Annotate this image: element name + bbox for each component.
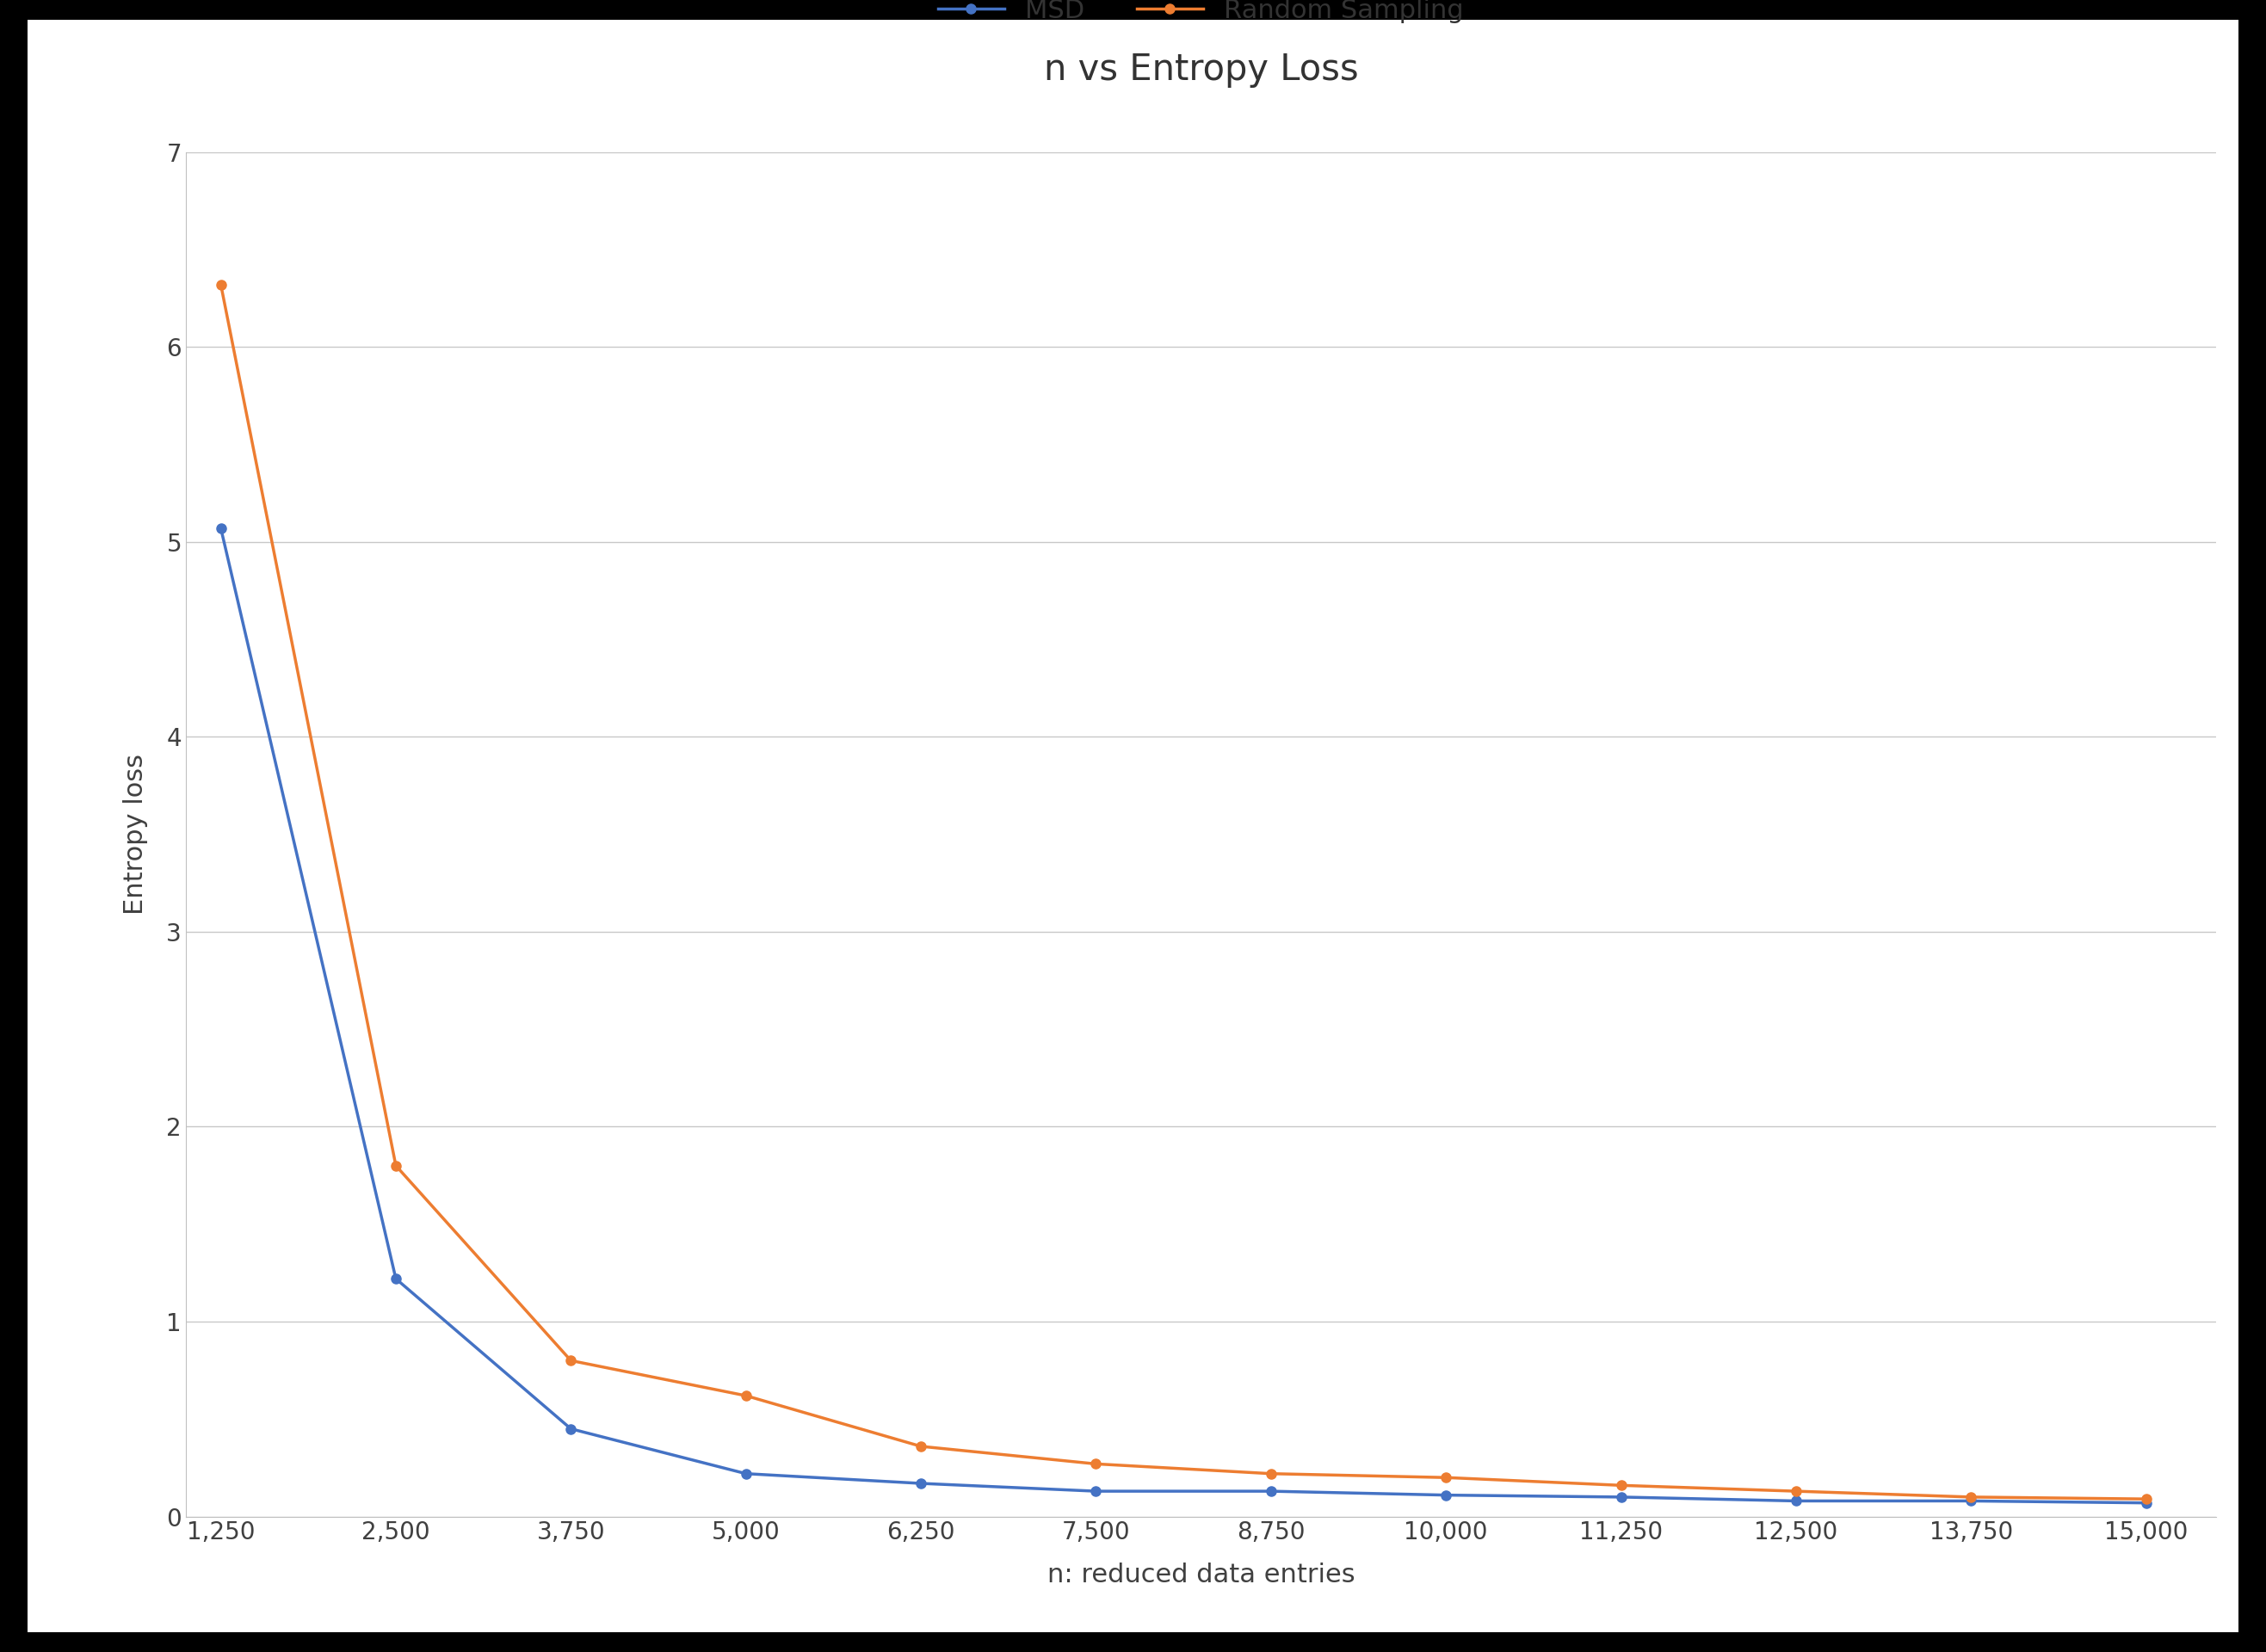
MSD — [1958, 1492, 1985, 1512]
Random Sampling — [557, 1351, 585, 1371]
MSD — [383, 1269, 410, 1289]
Title: n vs Entropy Loss: n vs Entropy Loss — [1045, 51, 1357, 88]
Random Sampling — [383, 1156, 410, 1176]
Random Sampling — [1783, 1482, 1811, 1502]
MSD — [1607, 1487, 1634, 1507]
MSD — [1083, 1482, 1110, 1502]
Line: MSD: MSD — [215, 524, 2150, 1508]
MSD — [906, 1474, 934, 1493]
Random Sampling — [206, 274, 233, 294]
MSD — [1783, 1492, 1811, 1512]
Random Sampling — [732, 1386, 759, 1406]
MSD — [732, 1464, 759, 1483]
Line: Random Sampling: Random Sampling — [215, 279, 2150, 1503]
MSD — [1432, 1485, 1459, 1505]
Random Sampling — [1432, 1467, 1459, 1487]
MSD — [1258, 1482, 1285, 1502]
Random Sampling — [2132, 1488, 2159, 1508]
Random Sampling — [1083, 1454, 1110, 1474]
Random Sampling — [1258, 1464, 1285, 1483]
MSD — [206, 519, 233, 539]
MSD — [557, 1419, 585, 1439]
MSD — [2132, 1493, 2159, 1513]
Legend: MSD, Random Sampling: MSD, Random Sampling — [927, 0, 1475, 33]
Random Sampling — [1958, 1487, 1985, 1507]
Y-axis label: Entropy loss: Entropy loss — [122, 753, 150, 915]
Random Sampling — [1607, 1475, 1634, 1495]
Random Sampling — [906, 1437, 934, 1457]
X-axis label: n: reduced data entries: n: reduced data entries — [1047, 1563, 1355, 1588]
